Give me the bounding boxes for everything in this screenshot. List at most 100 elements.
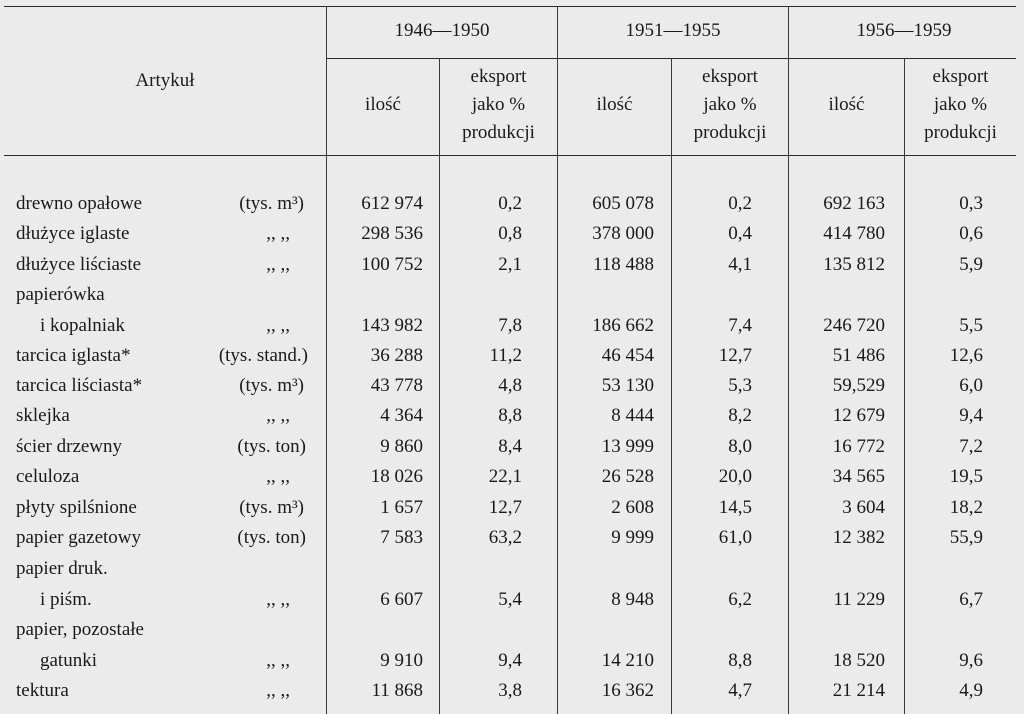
row-unit: (tys. ton) bbox=[237, 436, 306, 457]
row-unit: ,, ,, bbox=[266, 405, 290, 426]
cell: 414 780 bbox=[823, 223, 885, 244]
cell: 5,5 bbox=[959, 315, 983, 336]
cell: 5,4 bbox=[498, 589, 522, 610]
export-header-3c: produkcji bbox=[924, 122, 997, 143]
export-header-1a: eksport bbox=[470, 66, 527, 87]
col-rule-4 bbox=[671, 58, 672, 714]
cell: 16 772 bbox=[832, 436, 885, 457]
cell: 11 868 bbox=[371, 680, 423, 701]
cell: 4,1 bbox=[728, 254, 752, 275]
cell: 0,8 bbox=[498, 223, 522, 244]
qty-header-2: ilość bbox=[596, 94, 633, 115]
cell: 4,7 bbox=[728, 680, 752, 701]
row-label: dłużyce liściaste bbox=[16, 254, 142, 275]
cell: 61,0 bbox=[718, 527, 752, 548]
col-rule-5 bbox=[788, 6, 789, 714]
cell: 0,6 bbox=[959, 223, 983, 244]
row-label: papier druk. bbox=[16, 558, 108, 579]
cell: 246 720 bbox=[823, 315, 885, 336]
cell: 14 210 bbox=[601, 650, 654, 671]
cell: 8,0 bbox=[728, 436, 752, 457]
cell: 7,8 bbox=[498, 315, 522, 336]
cell: 6,7 bbox=[959, 589, 983, 610]
row-unit: (tys. m³) bbox=[239, 375, 304, 396]
cell: 4,8 bbox=[498, 375, 522, 396]
cell: 19,5 bbox=[949, 466, 983, 487]
cell: 0,4 bbox=[728, 223, 752, 244]
row-label: tarcica liściasta* bbox=[16, 375, 143, 396]
period-header-2: 1951—1955 bbox=[625, 20, 721, 41]
cell: 118 488 bbox=[592, 254, 654, 275]
qty-header-3: ilość bbox=[828, 94, 865, 115]
row-label: dłużyce iglaste bbox=[16, 223, 130, 244]
col-rule-6 bbox=[904, 58, 905, 714]
top-rule bbox=[4, 6, 1016, 7]
cell: 12,6 bbox=[949, 345, 983, 366]
col-rule-3 bbox=[557, 6, 558, 714]
export-header-2a: eksport bbox=[702, 66, 758, 87]
row-label-continued: gatunki bbox=[40, 650, 97, 671]
row-unit: ,, ,, bbox=[266, 254, 290, 275]
cell: 298 536 bbox=[361, 223, 423, 244]
cell: 692 163 bbox=[823, 193, 885, 214]
export-header-2b: jako % bbox=[703, 94, 757, 115]
cell: 8 444 bbox=[611, 405, 654, 426]
cell: 6 607 bbox=[380, 589, 423, 610]
cell: 20,0 bbox=[718, 466, 752, 487]
cell: 53 130 bbox=[601, 375, 654, 396]
cell: 9 860 bbox=[380, 436, 423, 457]
export-header-1c: produkcji bbox=[462, 122, 535, 143]
cell: 143 982 bbox=[361, 315, 423, 336]
row-label: papier, pozostałe bbox=[16, 619, 144, 640]
row-label: celuloza bbox=[16, 466, 80, 487]
row-unit: ,, ,, bbox=[266, 680, 290, 701]
cell: 8,8 bbox=[728, 650, 752, 671]
cell: 2,1 bbox=[498, 254, 522, 275]
cell: 12 679 bbox=[832, 405, 885, 426]
cell: 0,2 bbox=[728, 193, 752, 214]
cell: 43 778 bbox=[370, 375, 423, 396]
row-label: papier gazetowy bbox=[16, 527, 142, 548]
row-label: tektura bbox=[16, 680, 69, 701]
row-label-continued: i kopalniak bbox=[40, 315, 125, 336]
row-unit: (tys. m³) bbox=[239, 193, 304, 214]
cell: 18,2 bbox=[949, 497, 983, 518]
row-unit: (tys. m³) bbox=[239, 497, 304, 518]
cell: 26 528 bbox=[601, 466, 654, 487]
cell: 378 000 bbox=[592, 223, 654, 244]
cell: 8,4 bbox=[498, 436, 522, 457]
cell: 12,7 bbox=[488, 497, 522, 518]
cell: 18 026 bbox=[370, 466, 423, 487]
article-header: Artykuł bbox=[135, 70, 195, 91]
cell: 22,1 bbox=[488, 466, 522, 487]
header-bottom-rule bbox=[4, 155, 1016, 156]
cell: 1 657 bbox=[380, 497, 423, 518]
row-label: tarcica iglasta* bbox=[16, 345, 131, 366]
cell: 9,6 bbox=[959, 650, 983, 671]
cell: 8 948 bbox=[611, 589, 654, 610]
cell: 7 583 bbox=[380, 527, 423, 548]
row-unit: ,, ,, bbox=[266, 650, 290, 671]
cell: 186 662 bbox=[592, 315, 654, 336]
cell: 11,2 bbox=[489, 345, 522, 366]
cell: 63,2 bbox=[488, 527, 522, 548]
cell: 0,2 bbox=[498, 193, 522, 214]
cell: 18 520 bbox=[832, 650, 885, 671]
col-rule-2 bbox=[439, 58, 440, 714]
cell: 0,3 bbox=[959, 193, 983, 214]
cell: 2 608 bbox=[611, 497, 654, 518]
cell: 16 362 bbox=[601, 680, 654, 701]
cell: 51 486 bbox=[832, 345, 885, 366]
row-unit: ,, ,, bbox=[266, 589, 290, 610]
col-rule-1 bbox=[326, 6, 327, 714]
cell: 13 999 bbox=[601, 436, 654, 457]
cell: 4,9 bbox=[959, 680, 983, 701]
cell: 21 214 bbox=[832, 680, 885, 701]
cell: 6,0 bbox=[959, 375, 983, 396]
cell: 34 565 bbox=[832, 466, 885, 487]
cell: 12 382 bbox=[832, 527, 885, 548]
cell: 5,9 bbox=[959, 254, 983, 275]
row-unit: (tys. ton) bbox=[237, 527, 306, 548]
cell: 55,9 bbox=[949, 527, 983, 548]
